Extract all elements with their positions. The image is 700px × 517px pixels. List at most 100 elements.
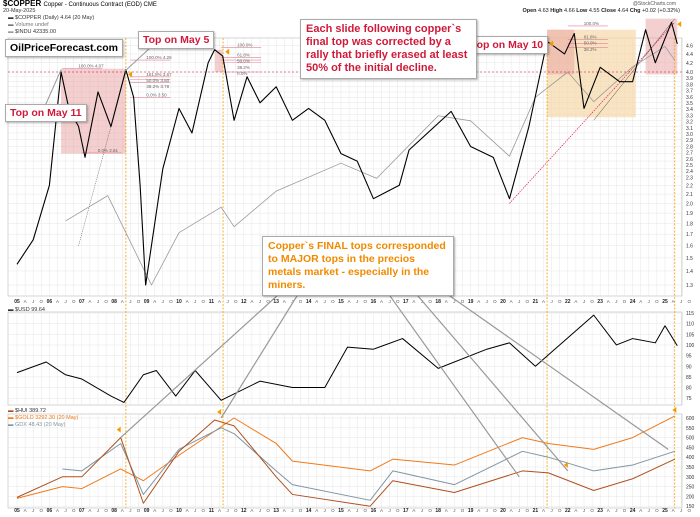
fib-label: 50.0% 3.60 — [146, 78, 169, 83]
x-tick-label: 24 — [630, 508, 636, 514]
x-tick-month: O — [590, 508, 594, 513]
x-tick-label: 10 — [176, 508, 182, 514]
x-tick-month: O — [202, 299, 206, 304]
trend-line — [593, 18, 675, 121]
x-tick-month: A — [639, 508, 642, 513]
gold-line — [16, 415, 675, 499]
y-tick-label: 400 — [686, 455, 695, 461]
y-tick-label: 500 — [686, 436, 695, 442]
annotation-top-may-11: Top on May 11 — [5, 104, 87, 122]
indu-line — [65, 46, 676, 286]
y-tick-label: 2.6 — [686, 157, 693, 163]
x-tick-month: J — [291, 299, 293, 304]
arrow-marker-icon — [677, 21, 682, 28]
x-tick-label: 12 — [241, 508, 247, 514]
y-tick-label: 2.7 — [686, 151, 693, 157]
y-tick-label: 200 — [686, 494, 695, 500]
x-tick-month: A — [412, 508, 415, 513]
x-tick-month: O — [623, 508, 627, 513]
y-tick-label: 300 — [686, 475, 695, 481]
x-tick-label: 24 — [630, 299, 636, 305]
x-tick-month: A — [88, 508, 91, 513]
y-tick-label: 3.9 — [686, 76, 693, 82]
y-tick-label: 90 — [686, 364, 692, 370]
fib-label: 100.0% 4.26 — [146, 55, 172, 60]
y-tick-label: 1.5 — [686, 256, 693, 262]
x-tick-label: 06 — [47, 508, 53, 514]
x-tick-month: O — [688, 508, 692, 513]
x-tick-label: 15 — [338, 299, 344, 305]
hui-line — [16, 419, 675, 507]
x-tick-month: O — [526, 508, 530, 513]
x-tick-month: O — [364, 299, 368, 304]
annotation-slide-note: Each slide following copper`s final top … — [300, 19, 477, 79]
callout-line — [374, 274, 520, 478]
legend-gdx: ▬ GDX 48.43 (20 May) — [8, 422, 66, 428]
legend-usd: ▬ $USD 99.64 — [8, 307, 45, 313]
x-tick-month: J — [453, 299, 455, 304]
x-tick-month: O — [137, 299, 141, 304]
y-tick-label: 3.4 — [686, 107, 693, 113]
arrow-marker-icon — [549, 40, 554, 47]
x-tick-month: O — [396, 508, 400, 513]
x-tick-month: A — [121, 508, 124, 513]
x-tick-month: J — [356, 299, 358, 304]
y-tick-label: 95 — [686, 354, 692, 360]
x-tick-month: A — [218, 299, 221, 304]
x-tick-month: O — [461, 299, 465, 304]
y-tick-label: 1.8 — [686, 221, 693, 227]
arrow-marker-icon — [128, 71, 133, 78]
fib-zone-2021 — [547, 29, 575, 75]
chart-title: $COPPER Copper - Continuous Contract (EO… — [3, 0, 157, 8]
y-tick-label: 4.4 — [686, 52, 693, 58]
fib-label: 100.0% — [237, 43, 252, 48]
y-tick-label: 75 — [686, 396, 692, 402]
x-tick-label: 23 — [597, 508, 603, 514]
ohlc-readout: Open 4.63 High 4.66 Low 4.55 Close 4.64 … — [522, 8, 680, 14]
y-tick-label: 2.9 — [686, 138, 693, 144]
x-tick-label: 20 — [500, 299, 506, 305]
x-tick-label: 08 — [111, 299, 117, 305]
x-tick-month: O — [104, 508, 108, 513]
fib-label: 38.2% 3.78 — [146, 84, 169, 89]
x-tick-month: J — [226, 299, 228, 304]
usd-line — [16, 314, 678, 403]
x-tick-month: O — [169, 299, 173, 304]
x-tick-month: J — [32, 508, 34, 513]
x-tick-month: A — [283, 508, 286, 513]
arrow-marker-icon — [225, 48, 230, 55]
x-tick-month: O — [655, 508, 659, 513]
x-tick-month: J — [259, 299, 261, 304]
x-tick-label: 09 — [144, 508, 150, 514]
x-tick-month: J — [648, 508, 650, 513]
legend-copper: ▬ $COPPER (Daily) 4.64 (20 May) — [8, 15, 95, 21]
callout-line — [399, 274, 569, 472]
x-tick-month: J — [32, 299, 34, 304]
y-tick-label: 2.8 — [686, 144, 693, 150]
x-tick-label: 14 — [306, 299, 312, 305]
x-tick-label: 18 — [435, 299, 441, 305]
x-tick-month: O — [299, 299, 303, 304]
arrow-marker-icon — [563, 461, 568, 468]
x-tick-month: A — [283, 299, 286, 304]
x-tick-month: J — [129, 508, 131, 513]
x-tick-month: O — [493, 508, 497, 513]
x-tick-label: 25 — [662, 299, 668, 305]
x-tick-month: A — [672, 508, 675, 513]
x-tick-label: 16 — [371, 299, 377, 305]
x-tick-label: 05 — [14, 508, 20, 514]
x-tick-label: 19 — [468, 299, 474, 305]
x-tick-month: O — [558, 299, 562, 304]
x-tick-month: J — [97, 299, 99, 304]
x-tick-month: J — [162, 299, 164, 304]
x-tick-month: A — [574, 299, 577, 304]
x-tick-month: A — [445, 299, 448, 304]
x-tick-month: O — [428, 508, 432, 513]
x-tick-month: A — [477, 299, 480, 304]
x-tick-month: A — [186, 299, 189, 304]
x-tick-month: A — [56, 299, 59, 304]
x-tick-month: A — [380, 299, 383, 304]
y-tick-label: 2.2 — [686, 183, 693, 189]
x-tick-label: 06 — [47, 299, 53, 305]
